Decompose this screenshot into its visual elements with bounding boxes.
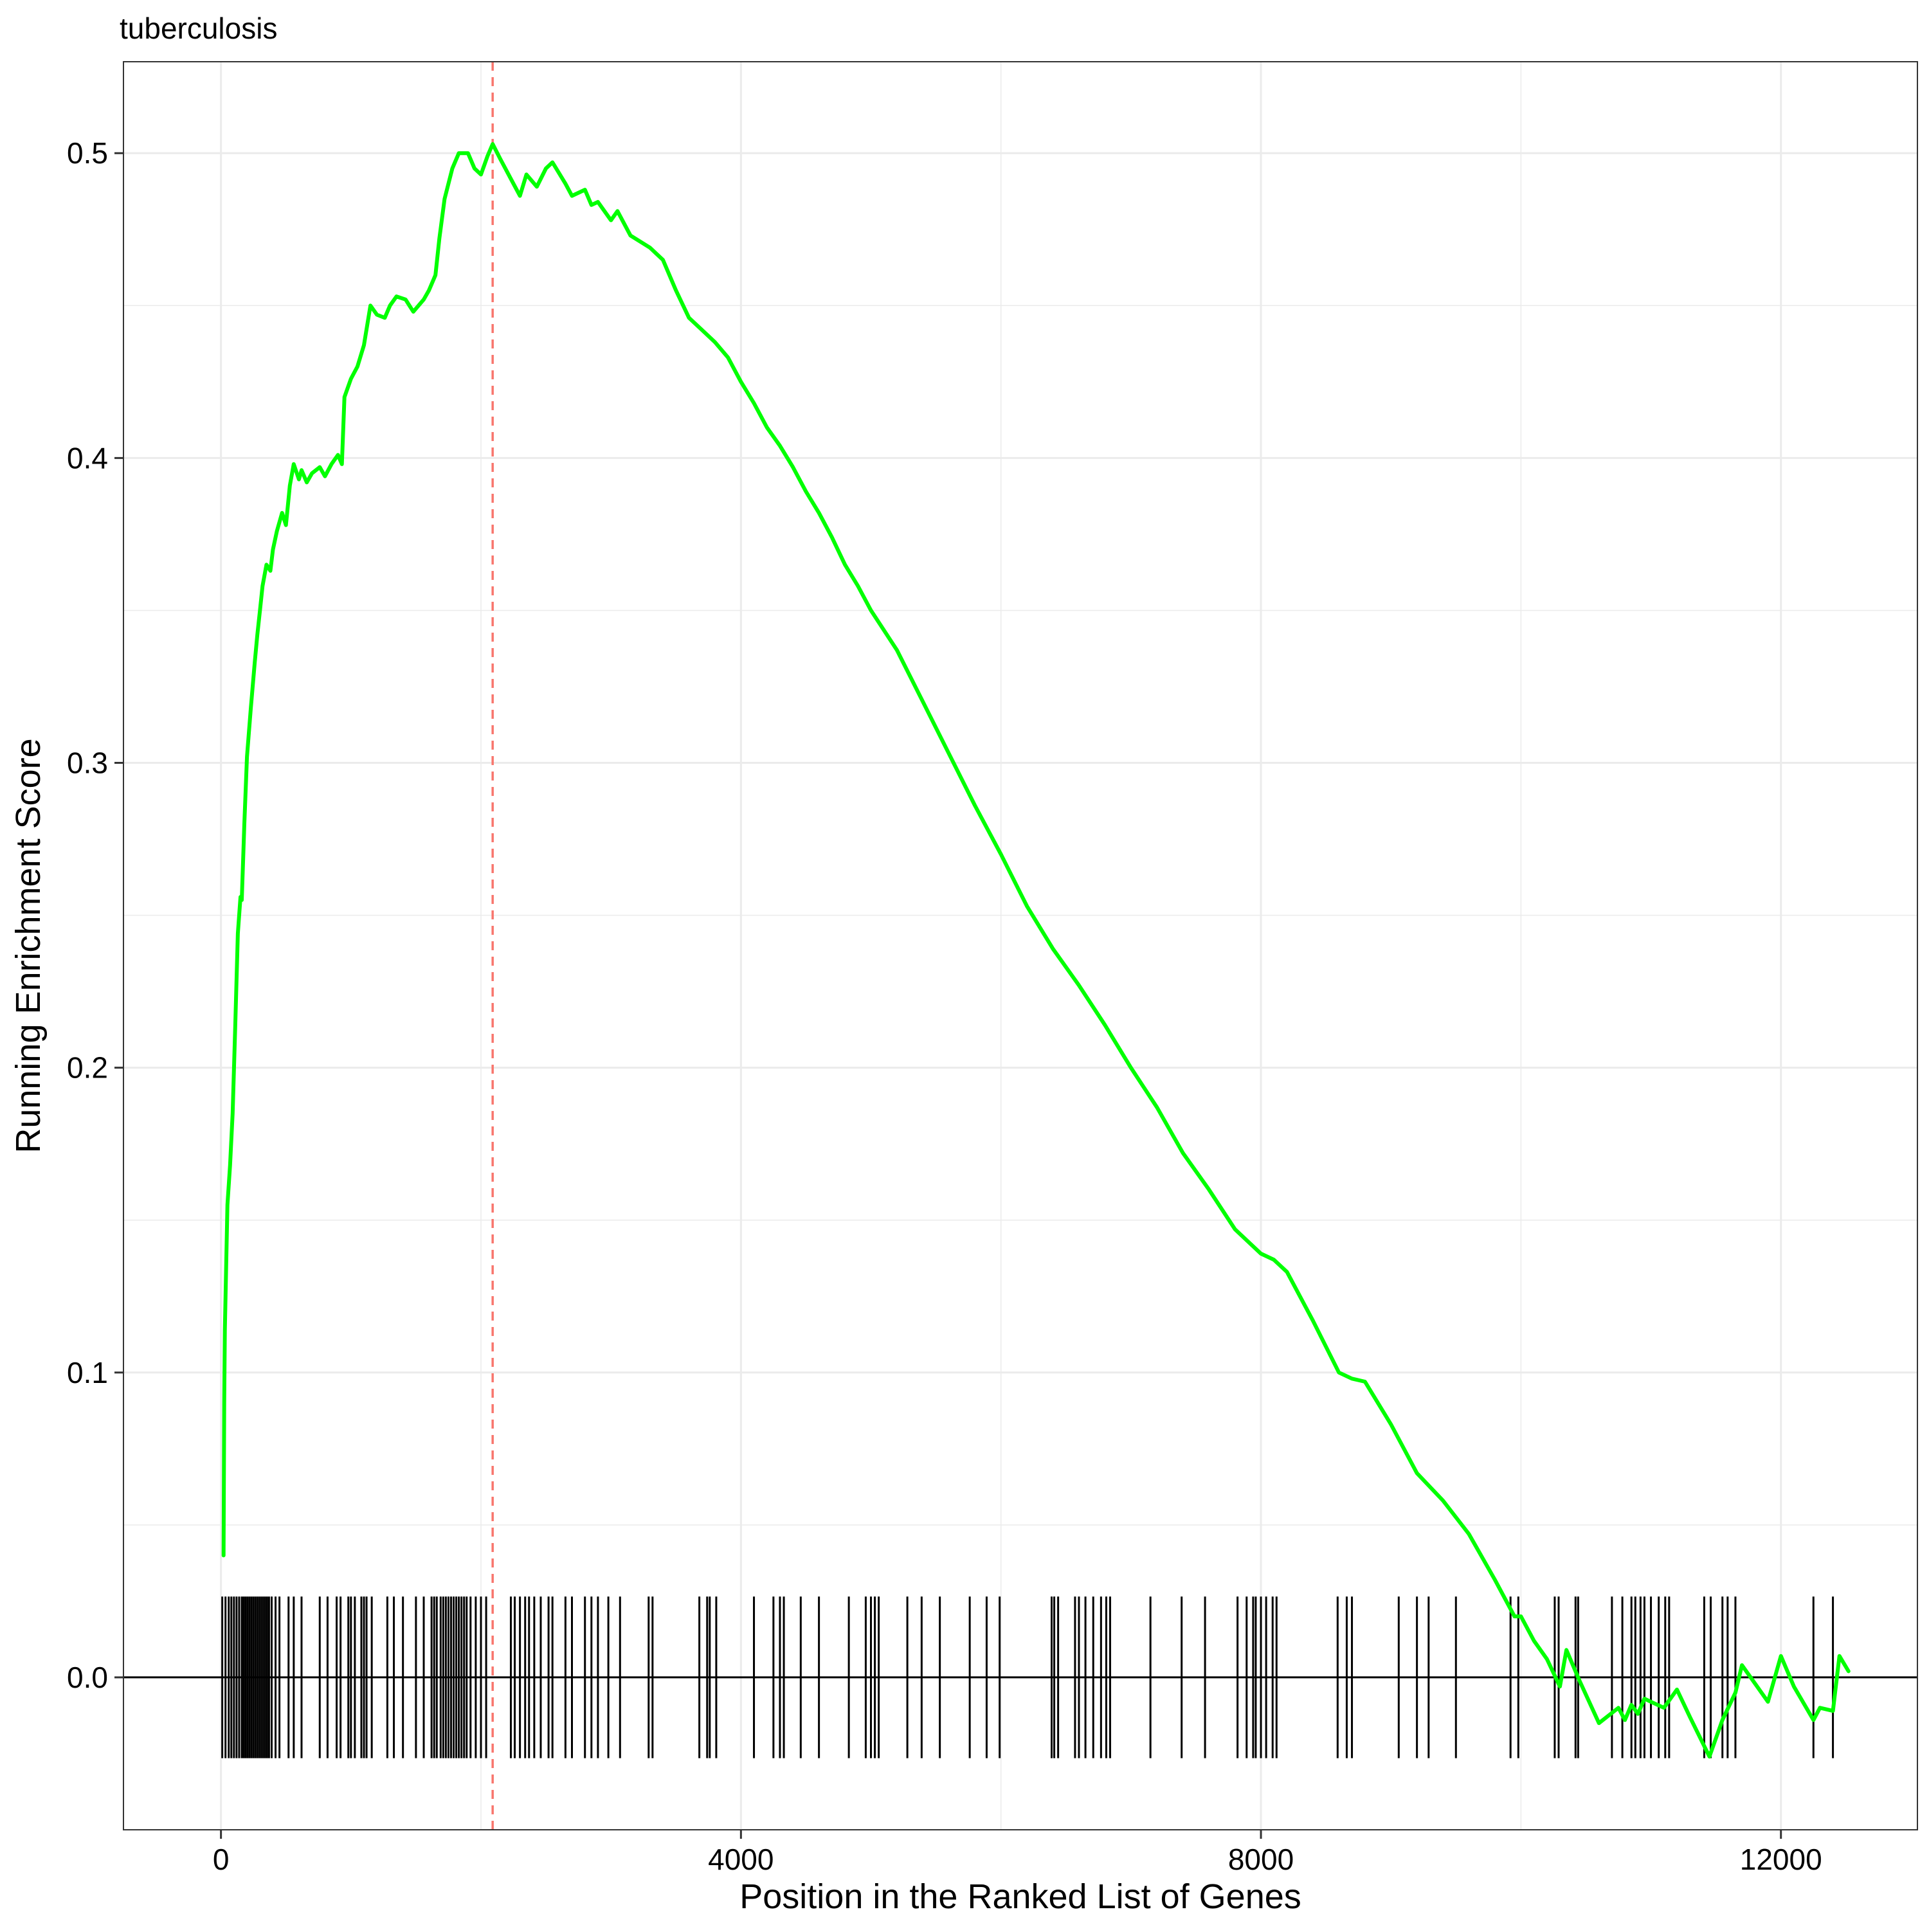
chart-title: tuberculosis bbox=[120, 12, 277, 45]
y-tick-label: 0.2 bbox=[67, 1051, 108, 1085]
grid-lines bbox=[123, 62, 1917, 1830]
y-tick-label: 0.1 bbox=[67, 1356, 108, 1389]
panel-border bbox=[123, 61, 1918, 1830]
y-tick-label: 0.4 bbox=[67, 441, 108, 474]
x-tick-label: 4000 bbox=[708, 1843, 774, 1876]
y-axis-title: Running Enrichment Score bbox=[9, 738, 48, 1153]
axes: 0 4000 8000 12000 0.0 0.1 0.2 0.3 0.4 0.5 bbox=[67, 136, 1822, 1876]
y-tick-label: 0.5 bbox=[67, 136, 108, 170]
y-tick-label: 0.3 bbox=[67, 746, 108, 780]
enrichment-series bbox=[221, 142, 1851, 1759]
x-tick-label: 12000 bbox=[1740, 1843, 1822, 1876]
x-tick-label: 8000 bbox=[1228, 1843, 1294, 1876]
x-axis-title: Position in the Ranked List of Genes bbox=[739, 1877, 1301, 1916]
x-tick-label: 0 bbox=[213, 1843, 230, 1876]
y-tick-label: 0.0 bbox=[67, 1661, 108, 1694]
enrichment-score-line bbox=[221, 142, 1851, 1759]
